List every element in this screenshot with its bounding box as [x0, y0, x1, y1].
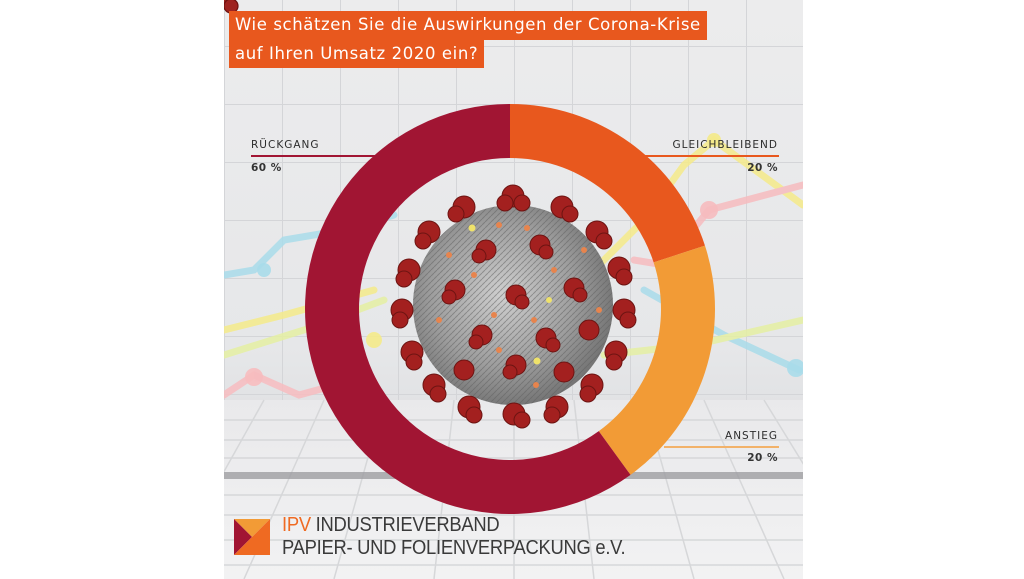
value-anstieg: 20 % [747, 452, 778, 464]
segment-rueckgang[interactable] [305, 104, 631, 514]
logo-line-1: IPV INDUSTRIEVERBAND [282, 514, 500, 537]
logo-line-2: PAPIER- UND FOLIENVERPACKUNG e.V. [282, 537, 626, 559]
chart-title-line-2: auf Ihren Umsatz 2020 ein? [229, 40, 485, 68]
logo-abbr: IPV [282, 514, 311, 536]
segment-anstieg[interactable] [598, 245, 716, 475]
chart-title-line-1: Wie schätzen Sie die Auswirkungen der Co… [229, 11, 707, 40]
logo-org-name: INDUSTRIEVERBAND [310, 514, 500, 536]
infographic: Wie schätzen Sie die Auswirkungen der Co… [224, 0, 803, 579]
ipv-logo-icon [234, 519, 270, 555]
leader-line-rueckgang [251, 155, 431, 157]
leader-line-anstieg [664, 446, 779, 448]
value-gleichbleibend: 20 % [747, 162, 778, 174]
coronavirus-illustration [224, 0, 637, 429]
leader-line-gleichbleibend [574, 155, 779, 157]
label-gleichbleibend: GLEICHBLEIBEND [672, 139, 778, 151]
value-rueckgang: 60 % [251, 162, 282, 174]
segment-gleichbleibend[interactable] [510, 104, 705, 263]
donut-chart [305, 104, 716, 514]
label-anstieg: ANSTIEG [725, 430, 778, 442]
label-rueckgang: RÜCKGANG [251, 139, 320, 151]
